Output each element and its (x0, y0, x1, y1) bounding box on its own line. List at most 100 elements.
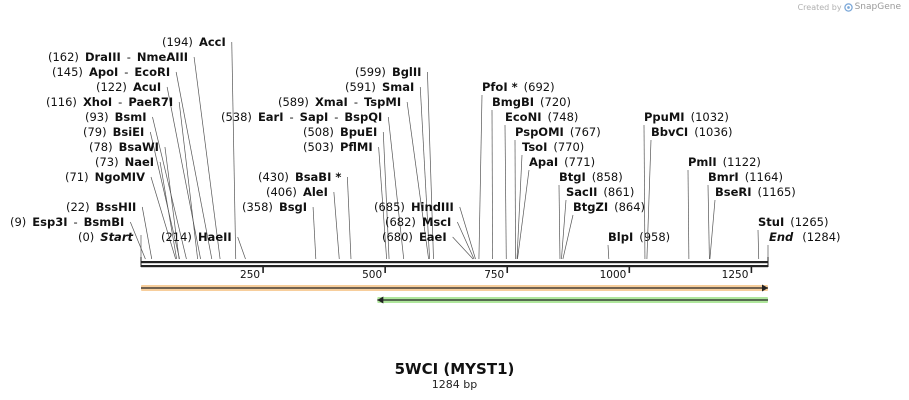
site-leader-line (419, 86, 430, 260)
enzyme-name: BsaBI * (295, 170, 341, 184)
name-separator: - (118, 95, 122, 109)
enzyme-name: BtgI (559, 170, 586, 184)
site-position: (78) (89, 140, 113, 154)
enzyme-name: BspQI (344, 110, 382, 124)
site-leader-line (514, 139, 516, 260)
enzyme-name: PmlI (688, 155, 717, 169)
site-leader-line (504, 124, 507, 260)
enzyme-name: TsoI (522, 140, 547, 154)
enzyme-name: EarI (258, 110, 284, 124)
site-bseri: BseRI (1165) (709, 185, 796, 260)
site-btgzi: BtgZI (864) (562, 200, 645, 260)
site-position: (122) (96, 80, 127, 94)
site-position: (861) (603, 185, 634, 199)
site-sacii: SacII (861) (561, 185, 634, 260)
site-stui: StuI (1265) (757, 215, 829, 260)
site-leader-line (427, 71, 434, 260)
site-leader-line (707, 184, 710, 260)
site-leader-line (164, 146, 180, 260)
enzyme-name: NgoMIV (95, 170, 145, 184)
enzyme-name: NmeAIII (137, 50, 188, 64)
site-leader-line (141, 206, 153, 260)
site-position: (1265) (790, 215, 828, 229)
enzyme-name: XmaI (315, 95, 348, 109)
enzyme-name: TspMI (364, 95, 401, 109)
site-haeii: (214) HaeII (161, 230, 246, 260)
site-bsgi: (358) BsgI (242, 200, 317, 260)
ruler-tick-label: 750 (484, 269, 504, 281)
site-position: (503) (303, 140, 334, 154)
site-xhoi: (116) XhoI - PaeR7I (46, 95, 198, 260)
site-leader-line (333, 191, 340, 260)
sequence-length: 1284 bp (431, 378, 478, 391)
enzyme-name: BglII (392, 65, 422, 79)
ruler-tick-label: 250 (240, 269, 260, 281)
site-pfoi: PfoI * (692) (478, 80, 555, 260)
site-leader-line (129, 221, 146, 260)
enzyme-name: PfoI * (482, 80, 518, 94)
arrow-left-icon (377, 296, 384, 304)
enzyme-name: HindIII (411, 200, 454, 214)
ruler-tick-label: 500 (362, 269, 382, 281)
site-position: (22) (66, 200, 90, 214)
site-draiii: (162) DraIII - NmeAIII (48, 50, 221, 260)
site-position: (591) (345, 80, 376, 94)
site-bsawi: (78) BsaWI (89, 140, 180, 260)
sequence-backbone (140, 257, 769, 268)
enzyme-name: SapI (300, 110, 329, 124)
enzyme-name: BmrI (708, 170, 739, 184)
enzyme-name: BmgBI (492, 95, 534, 109)
site-pflmi: (503) PflMI (303, 140, 387, 260)
site-eaei: (680) EaeI (382, 230, 474, 260)
enzyme-name: XhoI (83, 95, 112, 109)
site-naei: (73) NaeI (95, 155, 177, 260)
enzyme-name: BsaWI (119, 140, 159, 154)
site-leader-line (562, 214, 574, 260)
site-leader-line (152, 116, 187, 260)
enzyme-name: PspOMI (515, 125, 564, 139)
site-leader-line (382, 131, 390, 260)
site-ngomiv: (71) NgoMIV (65, 170, 177, 260)
site-leader-line (452, 236, 474, 260)
site-ppumi: PpuMI (1032) (643, 110, 729, 260)
enzyme-name: StuI (758, 215, 784, 229)
restriction-map: (194) AccI(162) DraIII - NmeAIII(145) ApoI - Ec… (10, 35, 841, 304)
site-btgi: BtgI (858) (558, 170, 623, 260)
arrow-right-icon (762, 284, 768, 292)
site-leader-line (175, 71, 213, 260)
site-apai: ApaI (771) (517, 155, 595, 260)
enzyme-name: BtgZI (573, 200, 608, 214)
site-position: (116) (46, 95, 77, 109)
site-leader-line (517, 169, 530, 260)
enzyme-name: ApaI (529, 155, 558, 169)
end-name: Start (100, 230, 133, 244)
site-bbvci: BbvCI (1036) (646, 125, 732, 260)
site-bpuei: (508) BpuEI (303, 125, 390, 260)
site-bsiei: (79) BsiEI (83, 125, 180, 260)
name-separator: - (290, 110, 294, 124)
enzyme-name: BsmI (115, 110, 147, 124)
site-position: (748) (547, 110, 578, 124)
site-position: (767) (570, 125, 601, 139)
site-acui: (122) AcuI (96, 80, 201, 260)
enzyme-name: BsiEI (113, 125, 145, 139)
site-leader-line (149, 131, 180, 260)
name-separator: - (354, 95, 358, 109)
site-smai: (591) SmaI (345, 80, 430, 260)
enzyme-name: EcoRI (134, 65, 170, 79)
enzyme-name: EcoNI (505, 110, 541, 124)
backbone-bottom-strand (141, 265, 768, 268)
site-position: (682) (385, 215, 416, 229)
site-bmri: BmrI (1164) (707, 170, 783, 260)
enzyme-name: SmaI (382, 80, 414, 94)
site-position: (858) (592, 170, 623, 184)
site-position: (692) (524, 80, 555, 94)
enzyme-name: BseRI (715, 185, 752, 199)
site-alei: (406) AleI (266, 185, 340, 260)
enzyme-name: SacII (566, 185, 597, 199)
credit-prefix: Created by (797, 2, 842, 12)
enzyme-name: Esp3I (32, 215, 67, 229)
site-leader-line (558, 184, 561, 260)
site-position: (720) (540, 95, 571, 109)
enzyme-name: AleI (303, 185, 328, 199)
